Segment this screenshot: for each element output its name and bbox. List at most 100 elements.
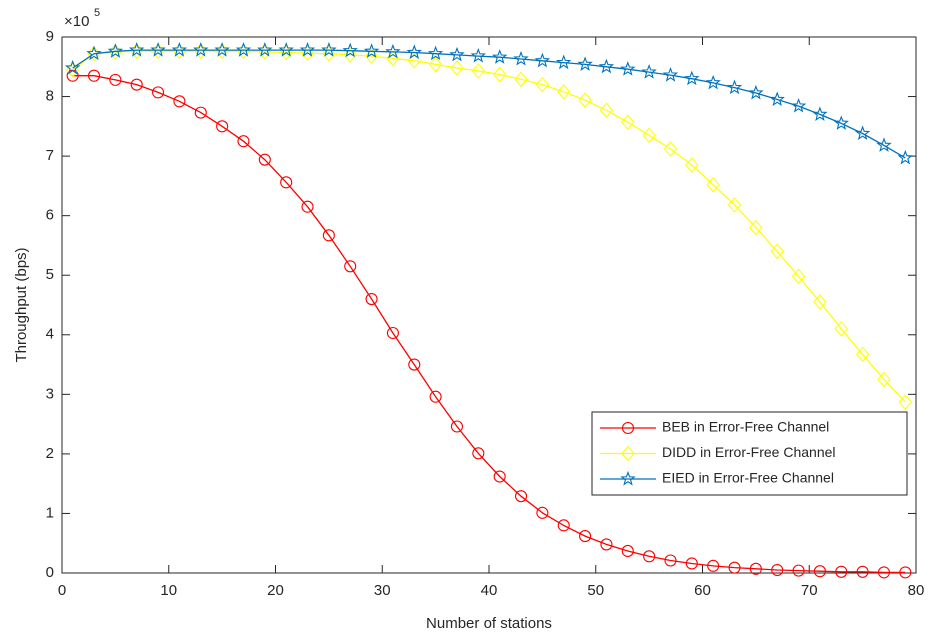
marker — [749, 219, 763, 236]
marker — [621, 445, 635, 462]
marker — [343, 47, 357, 63]
y-tick-label: 7 — [46, 147, 54, 164]
marker — [107, 43, 124, 58]
marker — [322, 229, 335, 242]
y-tick-label: 1 — [46, 504, 54, 521]
x-tick-label: 50 — [587, 582, 604, 599]
series-line — [72, 75, 906, 574]
marker — [749, 562, 762, 575]
marker — [684, 70, 700, 86]
marker — [257, 42, 273, 57]
legend-label: DIDD in Error-Free Channel — [662, 444, 836, 460]
x-tick-label: 40 — [481, 582, 498, 599]
marker — [194, 43, 208, 60]
marker — [449, 46, 465, 62]
marker — [856, 565, 869, 578]
marker — [429, 390, 442, 403]
marker — [130, 78, 143, 91]
marker — [813, 294, 827, 310]
marker — [513, 50, 529, 66]
marker — [450, 420, 464, 433]
y-axis-label: Throughput (bps) — [13, 247, 30, 362]
marker — [171, 42, 188, 57]
marker — [705, 74, 721, 90]
marker — [514, 490, 528, 503]
marker — [621, 114, 635, 131]
y-tick-label: 4 — [46, 326, 54, 343]
marker — [643, 550, 656, 563]
marker — [600, 538, 613, 551]
y-tick-label: 9 — [46, 28, 54, 45]
y-tick-label: 0 — [46, 564, 54, 581]
marker — [833, 115, 849, 130]
x-tick-label: 70 — [801, 582, 818, 599]
marker — [492, 49, 508, 64]
marker — [109, 73, 122, 86]
marker — [706, 176, 720, 193]
marker — [87, 69, 101, 82]
marker — [557, 83, 571, 100]
marker — [642, 127, 656, 144]
marker — [406, 44, 423, 59]
x-tick-label: 0 — [58, 582, 66, 599]
marker — [235, 42, 252, 57]
series-line — [72, 50, 906, 403]
marker — [534, 52, 551, 68]
marker — [194, 106, 207, 119]
marker — [726, 79, 743, 95]
marker — [662, 67, 679, 82]
marker — [364, 48, 379, 64]
marker — [342, 42, 358, 58]
y-tick-label: 3 — [46, 385, 54, 402]
marker — [365, 292, 378, 306]
marker — [598, 58, 615, 74]
marker — [748, 84, 764, 100]
marker — [876, 137, 892, 152]
marker — [770, 243, 784, 260]
marker — [834, 320, 848, 337]
y-tick-label: 8 — [46, 88, 54, 105]
marker — [707, 559, 720, 572]
marker — [685, 557, 698, 570]
marker — [428, 56, 443, 73]
marker — [899, 566, 912, 579]
marker — [172, 43, 187, 60]
marker — [258, 153, 271, 166]
marker — [427, 45, 444, 61]
marker — [493, 470, 506, 483]
marker — [299, 42, 316, 57]
x-tick-label: 30 — [374, 582, 391, 599]
marker — [86, 45, 102, 61]
marker — [214, 42, 230, 57]
marker — [193, 42, 209, 57]
marker — [128, 42, 145, 57]
marker — [471, 63, 486, 79]
marker — [514, 71, 528, 88]
marker — [535, 76, 550, 93]
marker — [301, 200, 314, 213]
marker — [557, 519, 570, 532]
marker — [386, 326, 399, 340]
marker — [791, 268, 806, 285]
marker — [363, 43, 380, 58]
marker — [877, 566, 891, 579]
marker — [578, 92, 592, 108]
marker — [792, 564, 805, 577]
legend-label: EIED in Error-Free Channel — [662, 470, 834, 486]
marker — [237, 135, 250, 148]
marker — [664, 554, 677, 567]
marker — [385, 43, 401, 59]
marker — [854, 125, 871, 140]
marker — [641, 64, 657, 79]
marker — [280, 176, 293, 189]
marker — [321, 42, 337, 57]
marker — [278, 42, 294, 57]
marker — [472, 447, 485, 460]
marker — [663, 141, 678, 157]
marker — [408, 358, 421, 371]
marker — [813, 565, 826, 578]
marker — [620, 470, 636, 486]
marker — [685, 157, 699, 173]
marker — [898, 394, 913, 410]
